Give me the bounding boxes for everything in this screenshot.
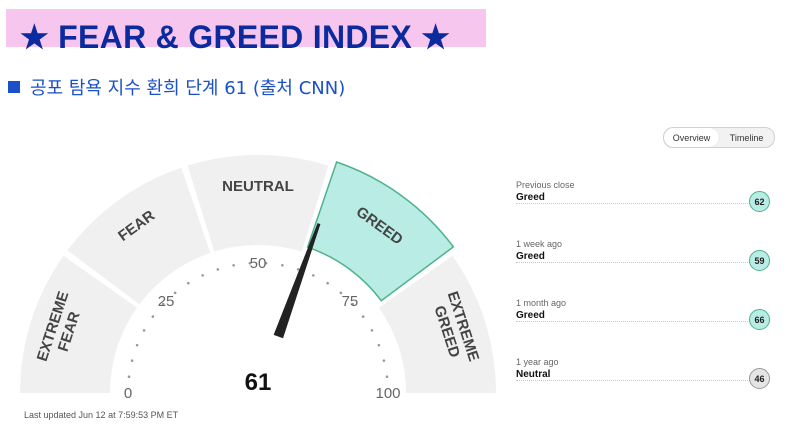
view-toggle: Overview Timeline — [663, 127, 775, 148]
history-score-badge: 46 — [749, 368, 770, 389]
scale-dot — [361, 315, 365, 318]
gauge-segment-fear — [67, 167, 211, 305]
scale-tick-label: 25 — [158, 293, 175, 310]
history-divider — [516, 203, 750, 204]
history-score-badge: 66 — [749, 309, 770, 330]
scale-dot — [232, 264, 235, 267]
scale-dot — [281, 264, 284, 267]
history-divider — [516, 321, 750, 322]
scale-dot — [377, 343, 381, 347]
history-period: 1 year ago — [516, 357, 559, 367]
scale-tick-label: 100 — [375, 385, 400, 402]
title-banner: ★ FEAR & GREED INDEX ★ — [6, 9, 486, 55]
scale-tick-label: 50 — [250, 255, 267, 272]
scale-dot — [339, 291, 343, 295]
history-period: 1 week ago — [516, 239, 563, 249]
subtitle: 공포 탐욕 지수 환희 단계 61 (출처 CNN) — [8, 74, 345, 100]
gauge-segment-extreme-greed — [378, 255, 496, 393]
history-divider — [516, 262, 750, 263]
history-score-badge: 59 — [749, 250, 770, 271]
history-period: Previous close — [516, 180, 575, 190]
scale-dot — [142, 329, 146, 332]
scale-dot — [382, 359, 386, 362]
scale-dot — [312, 274, 315, 277]
scale-dot — [173, 291, 177, 295]
scale-tick-label: 0 — [124, 385, 132, 402]
history-item: 1 month ago Greed 66 — [516, 298, 772, 338]
scale-dot — [326, 281, 329, 285]
tab-overview[interactable]: Overview — [664, 128, 719, 147]
scale-dot — [216, 268, 220, 271]
history-item: Previous close Greed 62 — [516, 180, 772, 220]
scale-dot — [187, 281, 190, 285]
gauge-needle — [273, 223, 321, 339]
gauge-segment-extreme-fear — [20, 255, 138, 393]
scale-dot — [130, 359, 134, 362]
history-item: 1 week ago Greed 59 — [516, 239, 772, 279]
scale-dot — [385, 375, 389, 379]
scale-dot — [127, 375, 131, 379]
history-rating: Greed — [516, 251, 545, 262]
history-period: 1 month ago — [516, 298, 567, 308]
history-rating: Greed — [516, 192, 545, 203]
page-title: ★ FEAR & GREED INDEX ★ — [20, 19, 451, 55]
scale-dot — [161, 302, 165, 306]
gauge-segment-label: NEUTRAL — [222, 178, 294, 195]
gauge-center — [210, 345, 306, 441]
gauge-value: 61 — [245, 369, 272, 396]
last-updated: Last updated Jun 12 at 7:59:53 PM ET — [24, 410, 179, 420]
scale-dot — [370, 329, 374, 332]
gauge-segment-neutral — [187, 155, 329, 252]
scale-dot — [151, 315, 155, 318]
history-item: 1 year ago Neutral 46 — [516, 357, 772, 397]
scale-dot — [264, 261, 268, 265]
history-score-badge: 62 — [749, 191, 770, 212]
scale-dot — [296, 268, 300, 271]
tab-timeline[interactable]: Timeline — [729, 132, 764, 143]
scale-dot — [248, 261, 252, 265]
gauge-segment-greed — [306, 161, 455, 302]
history-rating: Neutral — [516, 369, 551, 380]
scale-dot — [351, 302, 355, 306]
history-divider — [516, 380, 750, 381]
subtitle-text: 공포 탐욕 지수 환희 단계 61 (출처 CNN) — [30, 78, 346, 99]
history-rating: Greed — [516, 310, 545, 321]
scale-dot — [201, 274, 204, 277]
scale-dot — [135, 343, 139, 347]
square-bullet-icon — [8, 81, 20, 93]
scale-tick-label: 75 — [342, 293, 359, 310]
